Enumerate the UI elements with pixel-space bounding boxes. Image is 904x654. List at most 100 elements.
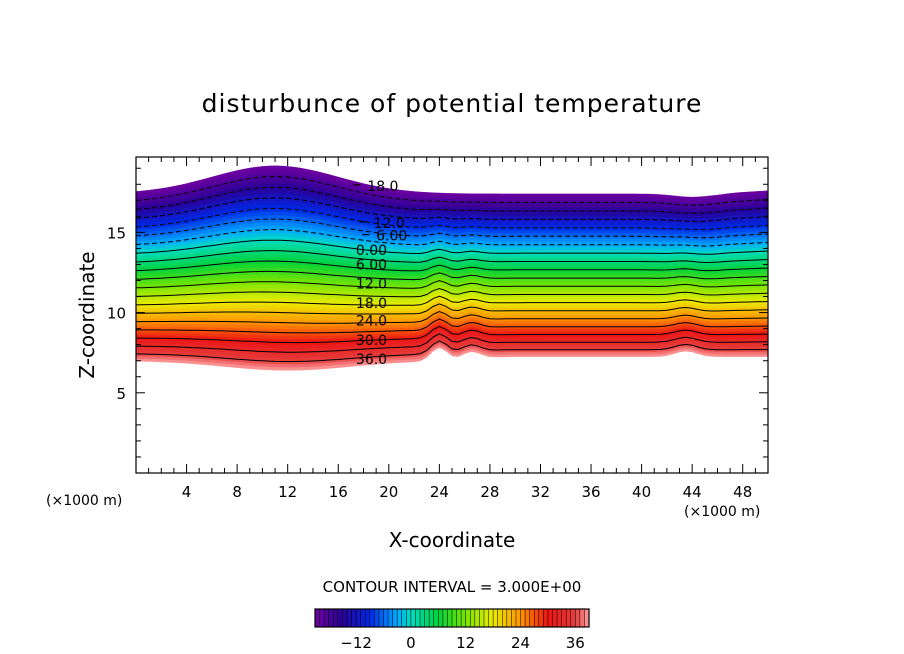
chart-title: disturbunce of potential temperature	[202, 89, 703, 118]
colorbar-cell	[460, 608, 467, 628]
colorbar-cell	[351, 608, 357, 628]
y-tick-label: 15	[107, 224, 126, 242]
contour-label: 30.0	[356, 333, 387, 349]
contour-label: 18.0	[356, 296, 387, 312]
colorbar-cell	[346, 608, 353, 628]
contour-line	[136, 325, 768, 344]
colorbar-cell	[547, 608, 554, 628]
colorbar-cell	[575, 608, 581, 628]
colorbar-cell	[565, 608, 572, 628]
colorbar-cell	[438, 608, 444, 628]
colorbar-cell	[447, 608, 453, 628]
colorbar-cell	[383, 608, 389, 628]
colorbar-cell	[533, 608, 540, 628]
x-tick-label: 48	[733, 483, 752, 501]
colorbar-cell	[451, 608, 458, 628]
contour-line	[136, 333, 768, 353]
x-tick-label: 44	[683, 483, 702, 501]
contour-line	[136, 186, 768, 214]
colorbar-cell	[337, 608, 343, 628]
contour-label: 6.00	[376, 229, 407, 245]
x-unit-right: (×1000 m)	[684, 504, 760, 520]
colorbar-cell	[355, 608, 362, 628]
colorbar-cell	[342, 608, 348, 628]
x-tick-label: 28	[480, 483, 499, 501]
colorbar-cell	[497, 608, 503, 628]
colorbar-cell	[387, 608, 394, 628]
axis-ticks	[136, 157, 768, 473]
contour-line	[136, 218, 768, 239]
colorbar-cell	[520, 608, 526, 628]
colorbar-tick-label: 36	[566, 634, 585, 652]
colorbar-tick-labels: −12 0 12 24 36	[340, 634, 585, 652]
colorbar-cell	[465, 608, 471, 628]
colorbar-cell	[419, 608, 426, 628]
y-tick-labels: 5 10 15	[107, 224, 126, 402]
colorbar-cell	[538, 608, 544, 628]
colorbar-cell	[374, 608, 380, 628]
color-band	[136, 345, 768, 371]
contour-label: 36.0	[356, 352, 387, 368]
colorbar-cell	[483, 608, 490, 628]
contour-line	[136, 340, 768, 363]
colorbar-cell	[492, 608, 499, 628]
colorbar-cell	[552, 608, 558, 628]
contour-label: 0.00	[356, 243, 387, 259]
colorbar-cell	[501, 608, 508, 628]
contour-line	[136, 270, 768, 281]
colorbar-tick-label: 24	[511, 634, 530, 652]
x-tick-label: 4	[182, 483, 192, 501]
colorbar-cell	[515, 608, 522, 628]
x-tick-label: 12	[278, 483, 297, 501]
colorbar-cell	[556, 608, 563, 628]
colorbar-tick-label: −12	[340, 634, 372, 652]
colorbar-cell	[406, 608, 412, 628]
y-axis-label: Z-coordinate	[75, 251, 99, 378]
colorbar-cell	[428, 608, 435, 628]
colorbar-tick-label: 0	[406, 634, 416, 652]
colorbar-cell	[360, 608, 366, 628]
contour-label: 24.0	[356, 314, 387, 330]
contour-line	[136, 175, 768, 206]
colorbar-cell	[579, 608, 585, 628]
x-tick-label: 20	[379, 483, 398, 501]
colorbar-cell	[392, 608, 398, 628]
x-tick-label: 16	[329, 483, 348, 501]
colorbar-cell	[474, 608, 480, 628]
contour-label: 18.0	[367, 179, 398, 195]
colorbar	[314, 608, 590, 628]
contour-line	[136, 207, 768, 231]
colorbar-cell	[323, 608, 330, 628]
contour-interval-label: CONTOUR INTERVAL = 3.000E+00	[323, 578, 582, 596]
colorbar-cell	[333, 608, 339, 628]
x-tick-label: 40	[632, 483, 651, 501]
x-tick-labels: 4 8 12 16 20 24 28 32 36 40 44 48	[182, 483, 752, 501]
colorbar-tick-label: 12	[456, 634, 475, 652]
colorbar-cell	[364, 608, 371, 628]
colorbar-cell	[415, 608, 421, 628]
contour-line	[136, 197, 768, 223]
y-tick-label: 5	[116, 385, 126, 403]
contour-label: 6.00	[356, 257, 387, 273]
y-tick-label: 10	[107, 305, 126, 323]
colorbar-cell	[470, 608, 476, 628]
contour-lines	[136, 175, 768, 363]
colorbar-cell	[524, 608, 531, 628]
colorbar-cell	[488, 608, 494, 628]
contour-line	[136, 260, 768, 272]
colorbar-cell	[561, 608, 567, 628]
contour-line	[136, 250, 768, 264]
colorbar-cell	[378, 608, 385, 628]
colorbar-cell	[328, 608, 334, 628]
contour-line	[136, 239, 768, 255]
colorbar-cell	[479, 608, 485, 628]
contour-label: 12.0	[374, 216, 405, 232]
colorbar-frame	[314, 608, 590, 628]
contour-line	[136, 303, 768, 315]
colorbar-cell	[396, 608, 403, 628]
x-tick-label: 8	[232, 483, 242, 501]
x-tick-label: 32	[531, 483, 550, 501]
x-tick-label: 36	[581, 483, 600, 501]
